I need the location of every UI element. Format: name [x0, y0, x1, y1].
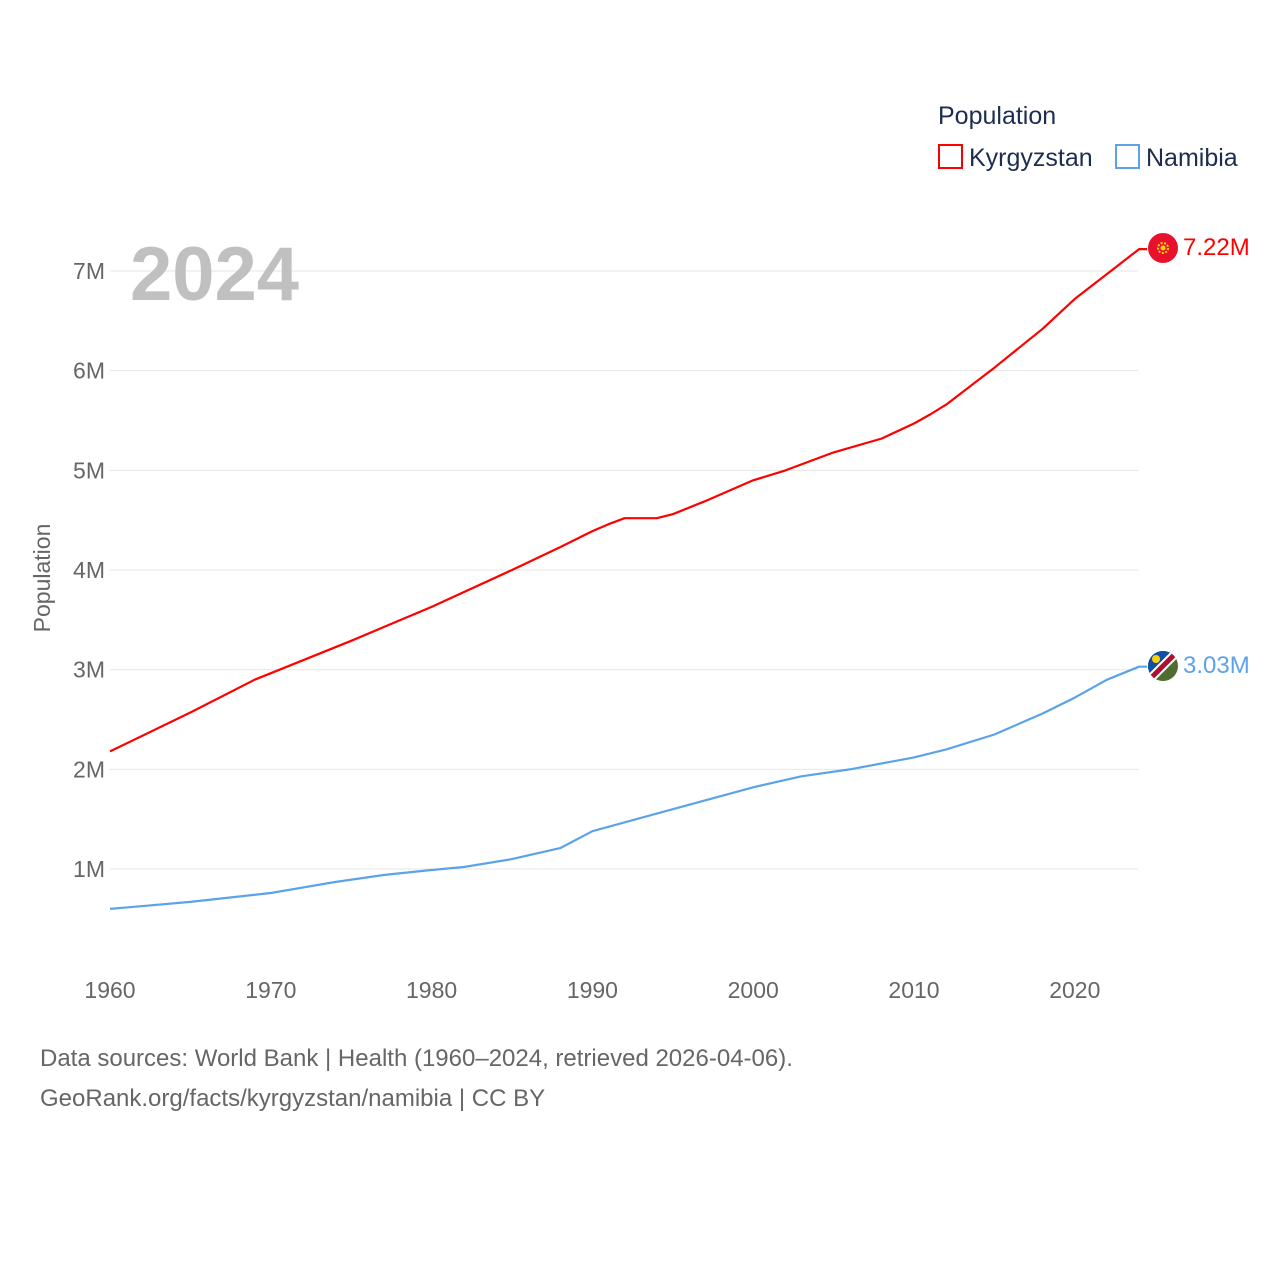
year-watermark: 2024: [130, 232, 299, 317]
footer-attribution[interactable]: GeoRank.org/facts/kyrgyzstan/namibia | C…: [40, 1085, 546, 1112]
legend-label-namibia[interactable]: Namibia: [1146, 144, 1238, 172]
series-line-namibia: [109, 665, 1148, 910]
end-label-namibia: 3.03M: [1183, 652, 1250, 679]
gridlines: [110, 270, 1138, 870]
legend-title: Population: [938, 102, 1056, 130]
x-tick-label: 1970: [245, 977, 296, 1003]
kyrgyzstan-flag-icon: [1148, 233, 1178, 263]
y-axis-label: Population: [29, 524, 55, 633]
x-tick-label: 1990: [567, 977, 618, 1003]
y-tick-label: 1M: [73, 856, 105, 882]
y-axis-ticks: 1M 2M 3M 4M 5M 6M 7M: [73, 258, 105, 882]
legend-swatch-namibia[interactable]: [1115, 144, 1140, 169]
x-tick-label: 1980: [406, 977, 457, 1003]
x-tick-label: 1960: [84, 977, 135, 1003]
y-tick-label: 3M: [73, 657, 105, 683]
y-tick-label: 2M: [73, 756, 105, 782]
x-axis-ticks: 1960 1970 1980 1990 2000 2010 2020: [84, 977, 1100, 1003]
x-tick-label: 2020: [1049, 977, 1100, 1003]
legend-label-kyrgyzstan[interactable]: Kyrgyzstan: [969, 144, 1093, 172]
x-tick-label: 2000: [728, 977, 779, 1003]
y-tick-label: 5M: [73, 457, 105, 483]
y-tick-label: 6M: [73, 358, 105, 384]
series-lines: [109, 248, 1148, 910]
namibia-flag-icon: [1148, 651, 1178, 681]
y-tick-label: 4M: [73, 557, 105, 583]
y-tick-label: 7M: [73, 258, 105, 284]
legend-swatch-kyrgyzstan[interactable]: [938, 144, 963, 169]
end-label-kyrgyzstan: 7.22M: [1183, 234, 1250, 261]
series-line-kyrgyzstan: [109, 248, 1148, 753]
x-tick-label: 2010: [888, 977, 939, 1003]
footer-sources: Data sources: World Bank | Health (1960–…: [40, 1045, 793, 1072]
